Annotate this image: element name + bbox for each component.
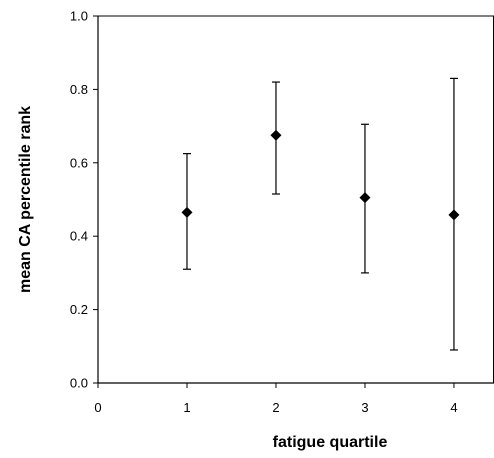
data-point-marker <box>359 192 371 204</box>
plot-area <box>97 15 494 384</box>
data-marks <box>181 77 460 351</box>
y-tick-label: 0.6 <box>70 155 88 170</box>
data-point-marker <box>270 129 282 141</box>
data-point-marker <box>448 209 460 221</box>
plot-frame <box>97 15 494 384</box>
y-tick-label: 0.8 <box>70 82 88 97</box>
y-tick-label: 0.2 <box>70 302 88 317</box>
y-axis-title: mean CA percentile rank <box>17 106 34 293</box>
x-axis-title: fatigue quartile <box>273 434 388 451</box>
data-point-marker <box>181 206 193 218</box>
x-tick-label: 1 <box>183 400 190 415</box>
x-tick-label: 3 <box>361 400 368 415</box>
y-tick-label: 0.0 <box>70 376 88 391</box>
y-tick-label: 0.4 <box>70 229 88 244</box>
x-tick-label: 0 <box>94 400 101 415</box>
x-tick-label: 2 <box>272 400 279 415</box>
ticks: 0.0 0.2 0.4 0.6 0.8 1.0 0 1 2 3 4 <box>70 9 458 416</box>
x-tick-label: 4 <box>450 400 457 415</box>
y-tick-label: 1.0 <box>70 9 88 24</box>
